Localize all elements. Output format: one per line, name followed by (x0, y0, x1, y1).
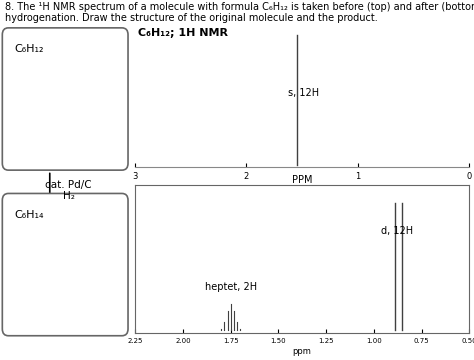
Text: heptet, 2H: heptet, 2H (204, 283, 256, 292)
Text: PPM: PPM (292, 175, 313, 185)
X-axis label: ppm: ppm (293, 347, 311, 356)
FancyBboxPatch shape (2, 193, 128, 336)
FancyBboxPatch shape (2, 28, 128, 170)
Text: C₆H₁₄: C₆H₁₄ (14, 210, 44, 220)
Text: 8. The ¹H NMR spectrum of a molecule with formula C₆H₁₂ is taken before (top) an: 8. The ¹H NMR spectrum of a molecule wit… (5, 2, 474, 12)
Text: s, 12H: s, 12H (288, 88, 319, 98)
Text: cat. Pd/C: cat. Pd/C (46, 180, 92, 190)
Text: d, 12H: d, 12H (382, 226, 413, 236)
Text: H₂: H₂ (63, 191, 75, 201)
Text: C₆H₁₂: C₆H₁₂ (14, 44, 44, 54)
Text: hydrogenation. Draw the structure of the original molecule and the product.: hydrogenation. Draw the structure of the… (5, 13, 377, 23)
Text: C₆H₁₂; 1H NMR: C₆H₁₂; 1H NMR (138, 28, 228, 38)
